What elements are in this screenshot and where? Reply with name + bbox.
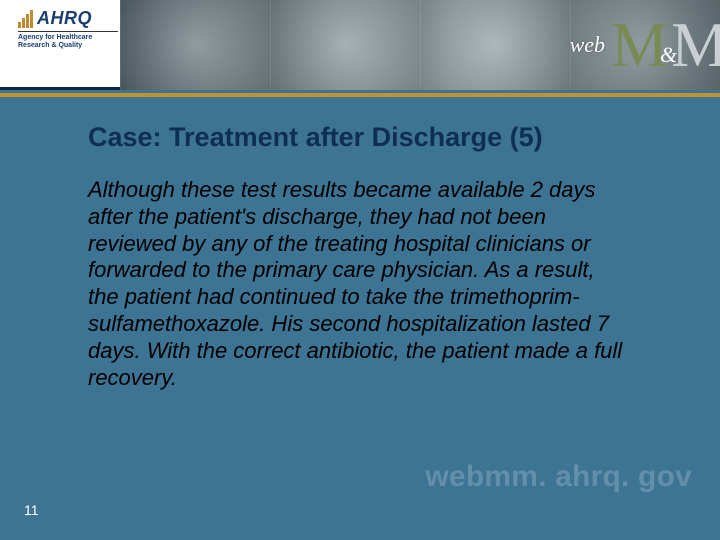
ahrq-bars-icon <box>18 10 33 28</box>
page-number: 11 <box>24 502 39 518</box>
ahrq-logo-subtext: Agency for Healthcare Research & Quality <box>18 34 114 49</box>
mm-logotype: M&M <box>611 19 714 70</box>
web-mm-logo: web M&M <box>560 0 720 90</box>
content-region: Case: Treatment after Discharge (5) Alth… <box>88 122 648 392</box>
divider <box>18 31 118 32</box>
ahrq-logo-text: AHRQ <box>37 8 92 29</box>
slide-body: Although these test results became avail… <box>88 177 628 392</box>
gold-rule <box>0 93 720 97</box>
slide-title: Case: Treatment after Discharge (5) <box>88 122 648 153</box>
web-label: web <box>570 32 605 58</box>
slide: AHRQ Agency for Healthcare Research & Qu… <box>0 0 720 540</box>
header-band: AHRQ Agency for Healthcare Research & Qu… <box>0 0 720 90</box>
watermark-url: webmm. ahrq. gov <box>425 460 692 494</box>
ahrq-logo-block: AHRQ Agency for Healthcare Research & Qu… <box>0 0 120 53</box>
